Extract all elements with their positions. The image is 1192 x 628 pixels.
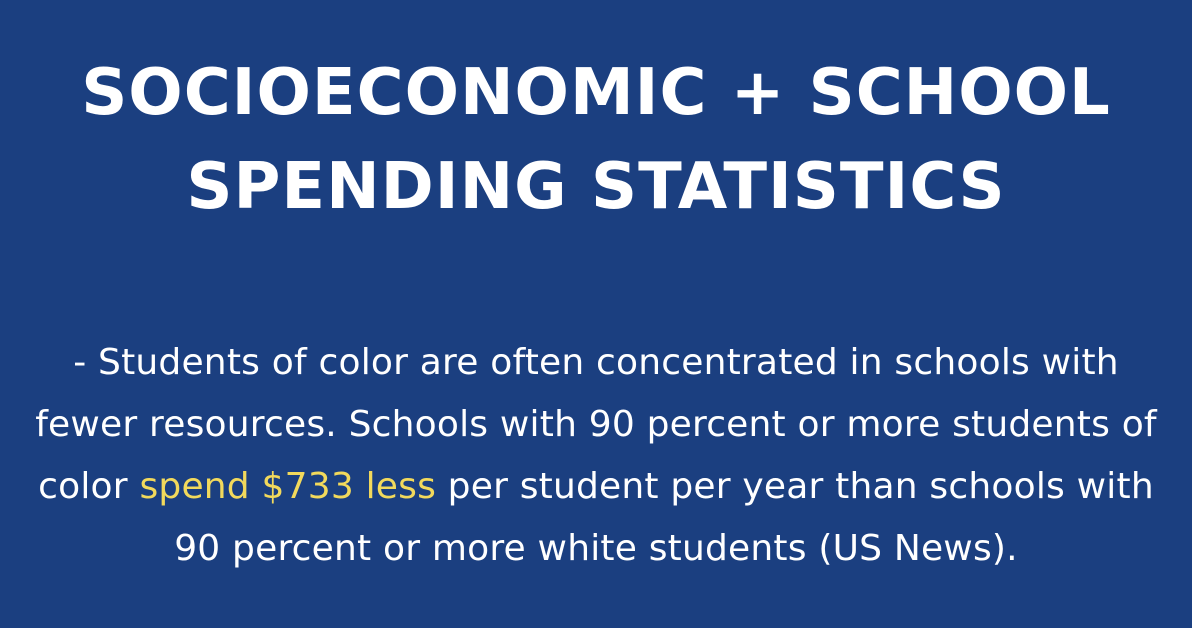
highlighted-statistic: spend $733 less [139,466,437,507]
statistic-paragraph: - Students of color are often concentrat… [30,332,1162,580]
statistic-text-end: per student per year than schools with 9… [174,466,1154,569]
slide-title: SOCIOECONOMIC + SCHOOL SPENDING STATISTI… [0,46,1192,234]
title-line-2: SPENDING STATISTICS [186,150,1006,224]
title-line-1: SOCIOECONOMIC + SCHOOL [81,56,1111,130]
statistic-text-start: - Students of color are often concentrat… [35,342,1157,507]
